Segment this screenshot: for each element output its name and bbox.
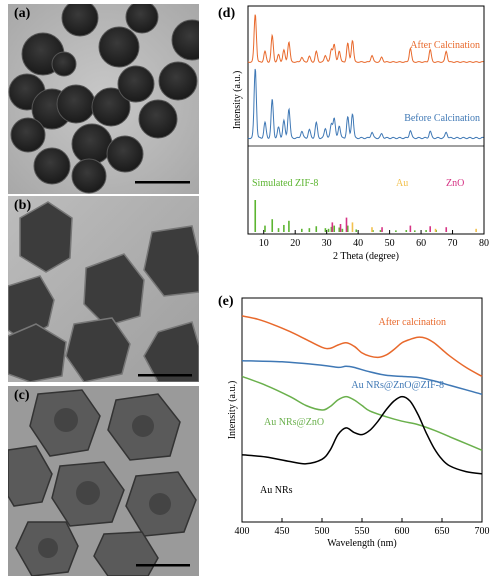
xrd-x-tick-label: 70	[448, 238, 458, 249]
xrd-x-tick-label: 30	[322, 238, 332, 249]
uvvis-y-axis-label: Intensity (a.u.)	[228, 381, 238, 440]
xrd-plot-frame	[247, 5, 485, 235]
tem-image-a	[8, 4, 199, 194]
tem-image-b	[8, 196, 199, 382]
xrd-legend-zif8: Simulated ZIF-8	[252, 178, 318, 189]
xrd-x-tick-label: 20	[290, 238, 300, 249]
xrd-chart: 10 20 30 40 50 60 70 80 After Calcination Befor…	[232, 5, 489, 262]
xrd-x-tick-label: 80	[479, 238, 489, 249]
xrd-legend-au: Au	[396, 178, 408, 189]
uvvis-x-tick-label: 450	[275, 526, 290, 537]
uvvis-series-label-zno: Au NRs@ZnO	[264, 417, 324, 428]
uvvis-series-label-zif8: Au NRs@ZnO@ZIF-8	[351, 380, 444, 391]
panel-label-b: (b)	[14, 198, 32, 213]
uvvis-line-zno	[241, 375, 483, 451]
uvvis-x-tick-label: 600	[395, 526, 410, 537]
uvvis-line-after-calcination	[241, 315, 483, 378]
uvvis-x-tick-label: 650	[435, 526, 450, 537]
xrd-series-label-before: Before Calcination	[404, 113, 480, 124]
uvvis-series-label-after: After calcination	[379, 317, 446, 328]
panel-label-e: (e)	[218, 294, 234, 309]
xrd-x-tick-label: 60	[416, 238, 426, 249]
uvvis-line-aunrs	[241, 395, 483, 475]
xrd-x-tick-label: 10	[259, 238, 269, 249]
uvvis-x-tick-label: 400	[235, 526, 250, 537]
uvvis-chart: 400 450 500 550 600 650 700 After calcination …	[228, 297, 490, 549]
xrd-x-tick-label: 40	[353, 238, 363, 249]
xrd-x-axis-label: 2 Theta (degree)	[333, 251, 399, 262]
uvvis-x-tick-label: 550	[355, 526, 370, 537]
uvvis-line-zno-zif8	[241, 359, 483, 396]
uvvis-x-tick-label: 500	[315, 526, 330, 537]
xrd-line-after-calcination	[247, 14, 484, 63]
uvvis-x-axis-label: Wavelength (nm)	[327, 538, 396, 549]
uvvis-series-label-aunrs: Au NRs	[260, 485, 293, 496]
tem-image-c	[8, 386, 199, 576]
uvvis-x-tick-label: 700	[475, 526, 490, 537]
xrd-x-tick-label: 50	[385, 238, 395, 249]
xrd-legend-zno: ZnO	[446, 178, 464, 189]
panel-label-d: (d)	[218, 6, 236, 21]
xrd-line-before-calcination	[247, 68, 484, 140]
panel-label-a: (a)	[14, 6, 31, 21]
xrd-series-label-after: After Calcination	[410, 40, 480, 51]
xrd-y-axis-label: Intensity (a.u.)	[232, 71, 243, 130]
panel-label-c: (c)	[14, 388, 30, 403]
